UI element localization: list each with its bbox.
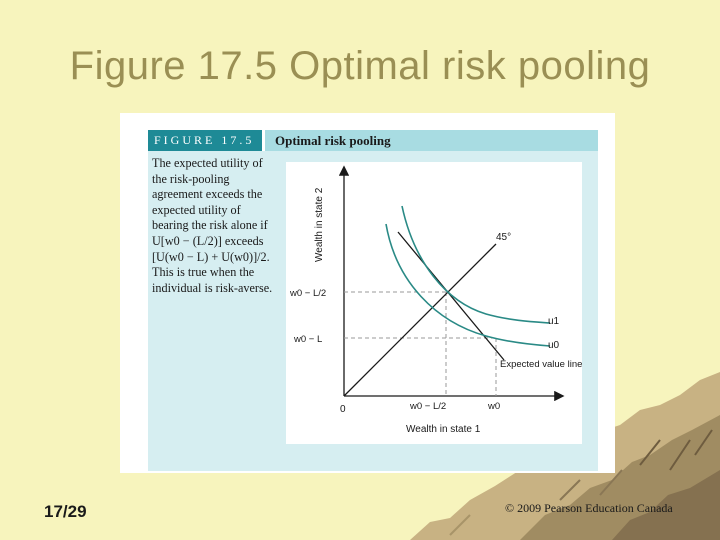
line-45-degree (343, 243, 497, 397)
label-u0: u0 (548, 340, 560, 351)
x-tick-right: w0 (487, 401, 500, 412)
label-expected-value-line: Expected value line (500, 359, 582, 370)
copyright-notice: © 2009 Pearson Education Canada (505, 501, 673, 515)
figure-heading: Optimal risk pooling (265, 130, 598, 151)
y-axis-label: Wealth in state 2 (314, 187, 325, 262)
x-tick-origin: 0 (340, 404, 346, 415)
chart-area (286, 162, 582, 444)
y-tick-upper: w0 − L/2 (289, 288, 326, 299)
label-u1: u1 (548, 316, 560, 327)
x-axis-label: Wealth in state 1 (406, 424, 481, 435)
figure-label: FIGURE 17.5 (148, 130, 262, 151)
figure-caption: The expected utility of the risk-pooling… (152, 156, 273, 295)
slide-title: Figure 17.5 Optimal risk pooling (69, 44, 651, 88)
y-tick-lower: w0 − L (293, 334, 322, 345)
curve-u0 (385, 223, 551, 347)
risk-pooling-diagram: Wealth in state 2 Wealth in state 1 0 w0… (289, 165, 582, 435)
x-tick-mid: w0 − L/2 (409, 401, 446, 412)
curve-u1 (401, 205, 551, 324)
label-45-degree: 45° (496, 232, 511, 243)
expected-value-line (397, 231, 505, 361)
slide-number: 17/29 (44, 502, 87, 521)
